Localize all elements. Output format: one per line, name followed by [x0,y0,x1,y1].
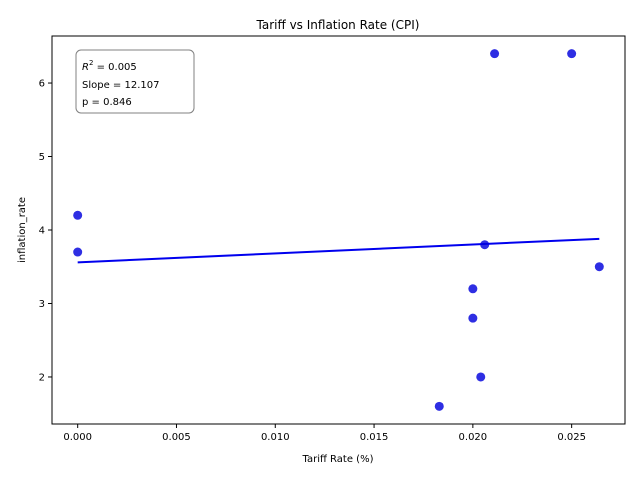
x-tick-label: 0.005 [162,432,191,443]
stats-box [75,49,195,114]
y-tick-label: 3 [39,299,45,310]
data-point [468,284,478,294]
data-point [434,401,444,411]
x-tick-label: 0.015 [360,432,389,443]
data-points [73,49,604,411]
y-tick-label: 5 [39,152,45,163]
chart-title: Tariff vs Inflation Rate (CPI) [256,18,420,32]
y-tick-label: 4 [39,226,45,237]
data-point [594,262,604,272]
x-tick-label: 0.020 [459,432,488,443]
y-tick-label: 2 [39,372,45,383]
r-squared-label: R2 = 0.005 [82,59,137,73]
r2-symbol: R [82,62,89,73]
data-point [468,313,478,323]
y-axis-ticks: 2 3 4 5 6 [39,79,52,383]
r2-value: = 0.005 [93,62,136,73]
data-point [480,240,490,250]
regression-line [77,237,600,264]
x-tick-label: 0.000 [63,432,92,443]
p-value-label: p = 0.846 [82,97,132,108]
data-point [490,49,500,59]
data-point [567,49,577,59]
data-point [476,372,486,382]
x-tick-label: 0.025 [557,432,586,443]
r2-exponent: 2 [89,59,93,67]
data-point [73,247,83,257]
data-point [73,210,83,220]
y-tick-label: 6 [39,79,45,90]
stats-annotation: R2 = 0.005 Slope = 12.107 p = 0.846 [75,49,195,114]
x-axis-label: Tariff Rate (%) [302,454,374,465]
x-axis-ticks: 0.000 0.005 0.010 0.015 0.020 0.025 [63,424,586,443]
x-tick-label: 0.010 [261,432,290,443]
slope-label: Slope = 12.107 [82,80,159,91]
y-axis-label: inflation_rate [17,197,28,263]
